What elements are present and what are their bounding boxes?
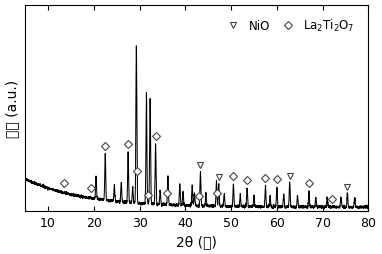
Legend: NiO, La$_2$Ti$_2$O$_7$: NiO, La$_2$Ti$_2$O$_7$ — [217, 13, 359, 39]
Y-axis label: 强度 (a.u.): 强度 (a.u.) — [6, 80, 19, 137]
X-axis label: 2θ (度): 2θ (度) — [176, 234, 217, 248]
